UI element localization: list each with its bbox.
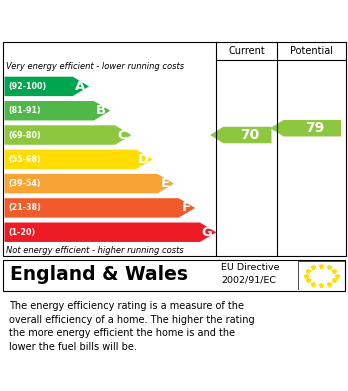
Text: Potential: Potential — [290, 46, 333, 56]
Bar — [3, 260, 345, 291]
Text: B: B — [96, 104, 106, 117]
Text: (81-91): (81-91) — [9, 106, 41, 115]
Text: 79: 79 — [305, 121, 324, 135]
Polygon shape — [5, 198, 195, 218]
Text: (55-68): (55-68) — [9, 155, 41, 164]
Text: G: G — [202, 226, 213, 239]
Polygon shape — [270, 120, 341, 136]
Text: Energy Efficiency Rating: Energy Efficiency Rating — [9, 13, 238, 30]
Text: (92-100): (92-100) — [9, 82, 47, 91]
Polygon shape — [5, 150, 153, 169]
Polygon shape — [210, 127, 271, 143]
Text: (39-54): (39-54) — [9, 179, 41, 188]
Text: Current: Current — [228, 46, 265, 56]
Text: England & Wales: England & Wales — [10, 265, 188, 284]
Text: C: C — [118, 129, 127, 142]
Text: Not energy efficient - higher running costs: Not energy efficient - higher running co… — [6, 246, 184, 255]
Text: D: D — [138, 153, 149, 166]
Polygon shape — [5, 77, 89, 96]
Polygon shape — [5, 101, 110, 120]
Text: F: F — [182, 201, 191, 214]
Text: A: A — [75, 80, 85, 93]
Text: Very energy efficient - lower running costs: Very energy efficient - lower running co… — [6, 61, 184, 71]
Polygon shape — [5, 222, 216, 242]
Polygon shape — [5, 174, 174, 193]
Text: EU Directive
2002/91/EC: EU Directive 2002/91/EC — [221, 264, 279, 285]
Text: (69-80): (69-80) — [9, 131, 41, 140]
Text: (21-38): (21-38) — [9, 203, 41, 212]
Text: 70: 70 — [240, 128, 259, 142]
Text: (1-20): (1-20) — [9, 228, 36, 237]
Text: E: E — [160, 177, 169, 190]
Text: The energy efficiency rating is a measure of the
overall efficiency of a home. T: The energy efficiency rating is a measur… — [9, 301, 254, 352]
Polygon shape — [5, 125, 132, 145]
